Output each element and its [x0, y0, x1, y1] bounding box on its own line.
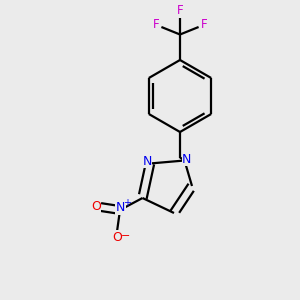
Text: N: N	[116, 201, 125, 214]
Text: F: F	[177, 4, 183, 17]
Text: O: O	[91, 200, 100, 213]
Text: −: −	[121, 231, 131, 241]
Text: O: O	[113, 231, 122, 244]
Text: N: N	[142, 154, 152, 168]
Text: F: F	[153, 18, 159, 31]
Text: N: N	[182, 153, 192, 166]
Text: +: +	[123, 198, 130, 208]
Text: F: F	[201, 18, 207, 31]
